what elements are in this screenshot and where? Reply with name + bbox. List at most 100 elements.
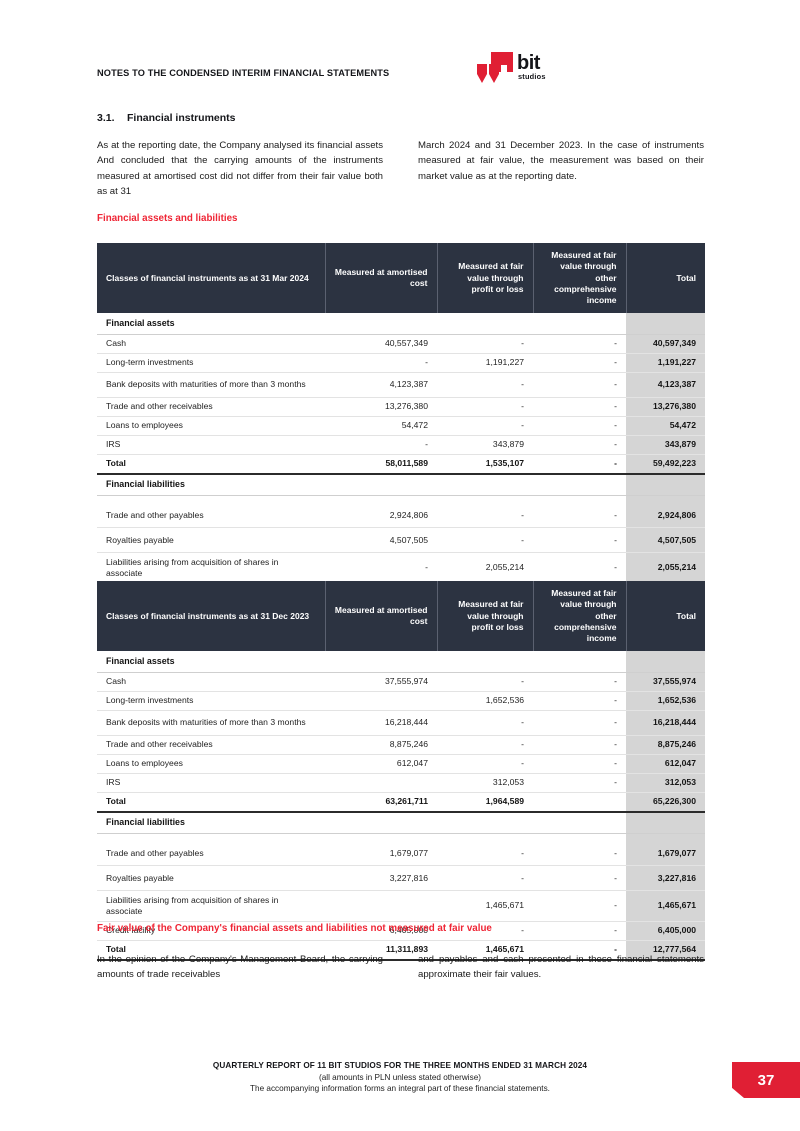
cell-amortised [325, 691, 437, 711]
row-label: IRS [97, 773, 325, 793]
subheader-spacer [437, 313, 533, 335]
cell-fvoci: - [533, 710, 626, 736]
subheader-financial-liabilities: Financial liabilities [97, 811, 705, 834]
row-label: Liabilities arising from acquisition of … [97, 552, 325, 584]
cell-fvpl: 1,191,227 [437, 353, 533, 373]
cell-fvpl: - [437, 672, 533, 692]
table-row: Trade and other payables 2,924,806 - - 2… [97, 503, 705, 529]
cell-amortised: - [325, 353, 437, 373]
cell-total: 59,492,223 [626, 453, 705, 475]
cell-total: 16,218,444 [626, 710, 705, 736]
subheader-financial-assets: Financial assets [97, 651, 705, 673]
cell-total: 1,679,077 [626, 841, 705, 867]
subheader-spacer [437, 473, 533, 496]
subheader-spacer [533, 811, 626, 834]
cell-fvoci: - [533, 503, 626, 529]
column-header-amortised-cost: Measured at amortised cost [325, 243, 438, 314]
table-body-mar-2024: Financial assets Cash 40,557,349 - - 40,… [97, 313, 705, 623]
section-number: 3.1. [97, 112, 115, 124]
spacer-row [97, 495, 705, 504]
cell-total: 1,465,671 [626, 890, 705, 922]
row-label: Trade and other payables [97, 503, 325, 529]
spacer-cell [325, 834, 437, 842]
cell-fvpl: - [437, 865, 533, 892]
table-row: Liabilities arising from acquisition of … [97, 890, 705, 922]
cell-amortised: 2,924,806 [325, 503, 437, 529]
subheader-spacer [325, 473, 437, 496]
cell-fvpl: 1,964,589 [437, 791, 533, 813]
subheader-spacer [626, 811, 705, 834]
row-label: Long-term investments [97, 353, 325, 373]
heading-financial-assets-liabilities: Financial assets and liabilities [97, 213, 238, 224]
cell-total: 2,924,806 [626, 503, 705, 529]
row-label: Royalties payable [97, 527, 325, 554]
subheader-label: Financial assets [97, 313, 325, 335]
table-row: Trade and other receivables 13,276,380 -… [97, 397, 705, 417]
subheader-financial-assets: Financial assets [97, 313, 705, 335]
cell-total: 3,227,816 [626, 865, 705, 892]
cell-amortised [325, 890, 437, 922]
subheader-spacer [533, 473, 626, 496]
column-header-fvoci: Measured at fair value through other com… [533, 243, 627, 314]
subheader-label: Financial liabilities [97, 473, 325, 496]
row-label: Cash [97, 334, 325, 354]
spacer-cell [437, 496, 533, 504]
cell-fvoci: - [533, 672, 626, 692]
cell-total: 13,276,380 [626, 397, 705, 417]
cell-amortised: 612,047 [325, 754, 437, 774]
cell-fvoci: - [533, 397, 626, 417]
cell-amortised: 1,679,077 [325, 841, 437, 867]
cell-fvpl: 1,465,671 [437, 890, 533, 922]
subheader-spacer [626, 651, 705, 673]
cell-fvpl: 1,465,671 [437, 939, 533, 961]
row-label: Trade and other receivables [97, 397, 325, 417]
column-header-classes: Classes of financial instruments as at 3… [97, 243, 326, 314]
row-label: Trade and other receivables [97, 735, 325, 755]
row-label: Trade and other payables [97, 841, 325, 867]
page-header: NOTES TO THE CONDENSED INTERIM FINANCIAL… [0, 52, 800, 98]
table-row: Liabilities arising from acquisition of … [97, 552, 705, 584]
cell-amortised: 3,227,816 [325, 865, 437, 892]
subheader-spacer [626, 313, 705, 335]
row-label: Loans to employees [97, 754, 325, 774]
closing-column-right: and payables and cash presented in these… [418, 954, 704, 981]
cell-fvpl: - [437, 754, 533, 774]
table-row-total-assets: Total 58,011,589 1,535,107 - 59,492,223 [97, 453, 705, 475]
cell-fvpl: - [437, 841, 533, 867]
row-label: Total [97, 791, 325, 813]
table-row: Royalties payable 3,227,816 - - 3,227,81… [97, 865, 705, 892]
cell-fvoci: - [533, 921, 626, 941]
cell-fvoci: - [533, 890, 626, 922]
cell-total: 54,472 [626, 416, 705, 436]
cell-fvoci: - [533, 841, 626, 867]
closing-paragraphs: In the opinion of the Company's Manageme… [97, 952, 705, 983]
page-number-badge: 37 [732, 1062, 800, 1098]
cell-fvpl: - [437, 735, 533, 755]
heading-fair-value: Fair value of the Company's financial as… [97, 923, 492, 934]
row-label: Royalties payable [97, 865, 325, 892]
row-label: Total [97, 453, 325, 475]
row-label: Bank deposits with maturities of more th… [97, 372, 325, 398]
cell-total: 8,875,246 [626, 735, 705, 755]
intro-column-right: March 2024 and 31 December 2023. In the … [418, 140, 704, 182]
cell-fvoci: - [533, 435, 626, 455]
logo-wordmark: bit [517, 52, 540, 74]
table-row-total-liabilities: Total 11,311,893 1,465,671 - 12,777,564 [97, 939, 705, 961]
table-row: IRS - 343,879 - 343,879 [97, 435, 705, 455]
column-header-classes: Classes of financial instruments as at 3… [97, 581, 326, 652]
cell-amortised: - [325, 435, 437, 455]
cell-fvoci: - [533, 334, 626, 354]
logo-subtext: studios [518, 72, 546, 81]
subheader-spacer [325, 313, 437, 335]
cell-total: 2,055,214 [626, 552, 705, 584]
cell-amortised: 37,555,974 [325, 672, 437, 692]
table-row: Royalties payable 4,507,505 - - 4,507,50… [97, 527, 705, 554]
row-label: Total [97, 939, 325, 961]
spacer-cell [437, 834, 533, 842]
cell-fvoci [533, 791, 626, 813]
page-header-title: NOTES TO THE CONDENSED INTERIM FINANCIAL… [97, 68, 390, 78]
row-label: Liabilities arising from acquisition of … [97, 890, 325, 922]
footer-report-title: QUARTERLY REPORT OF 11 BIT STUDIOS FOR T… [212, 1061, 588, 1070]
cell-fvpl: - [437, 527, 533, 554]
cell-amortised: 58,011,589 [325, 453, 437, 475]
